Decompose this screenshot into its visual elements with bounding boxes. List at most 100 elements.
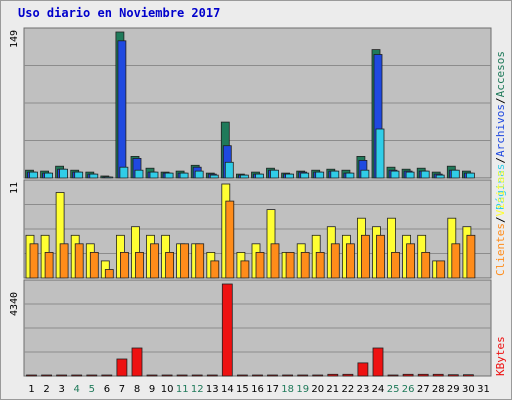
bar-kbytes-day-15 — [236, 374, 248, 377]
day-label-26: 26 — [402, 384, 415, 395]
bar-pginas-day-18 — [285, 173, 295, 179]
bar-kbytes-day-16 — [252, 374, 263, 377]
bar-kbytes-day-7 — [116, 358, 128, 377]
day-label-1: 1 — [28, 384, 34, 395]
day-label-8: 8 — [134, 384, 140, 395]
bar-clientes-day-17 — [270, 243, 280, 279]
day-label-19: 19 — [296, 384, 309, 395]
bar-pginas-day-11 — [179, 172, 189, 179]
bar-clientes-day-1 — [29, 243, 39, 279]
bar-pginas-day-20 — [315, 171, 325, 179]
bar-kbytes-day-13 — [206, 374, 218, 377]
bar-pginas-day-15 — [239, 174, 249, 179]
bar-pginas-day-9 — [149, 171, 159, 179]
day-label-7: 7 — [119, 384, 125, 395]
bar-kbytes-day-24 — [372, 347, 384, 377]
legend-panel2-item-visitas: Visitas — [494, 170, 507, 216]
day-label-30: 30 — [462, 384, 475, 395]
day-label-12: 12 — [191, 384, 204, 395]
bar-clientes-day-16 — [255, 251, 265, 279]
bar-clientes-day-30 — [466, 234, 476, 279]
bar-kbytes-day-28 — [432, 373, 444, 377]
day-label-20: 20 — [311, 384, 324, 395]
bar-clientes-day-5 — [89, 251, 99, 279]
day-label-21: 21 — [326, 384, 339, 395]
panel3-ymax-label: 4340 — [9, 292, 20, 316]
legend-panel1-item-accesos: Accesos — [494, 51, 507, 97]
panel-kbytes — [23, 279, 492, 377]
bar-pginas-day-13 — [209, 174, 219, 179]
bar-clientes-day-29 — [451, 243, 461, 279]
day-label-6: 6 — [104, 384, 110, 395]
legend-panel1-item-archivos: Archivos — [494, 104, 507, 157]
bar-kbytes-day-3 — [56, 374, 67, 377]
bar-kbytes-day-8 — [131, 347, 143, 377]
day-label-16: 16 — [251, 384, 264, 395]
bar-archivos-day-7 — [117, 40, 127, 179]
panel2-ymax-label: 11 — [9, 182, 20, 194]
day-label-5: 5 — [89, 384, 95, 395]
bar-kbytes-day-6 — [101, 374, 113, 377]
legend-panel3-item-kbytes: KBytes — [494, 336, 507, 376]
bar-kbytes-day-10 — [161, 374, 173, 377]
day-label-18: 18 — [281, 384, 294, 395]
bar-pginas-day-30 — [465, 172, 475, 179]
bar-pginas-day-21 — [330, 170, 340, 179]
bar-clientes-day-8 — [135, 251, 144, 279]
bar-kbytes-day-26 — [402, 373, 414, 377]
bar-kbytes-day-19 — [297, 374, 309, 377]
day-label-14: 14 — [221, 384, 234, 395]
bar-pginas-day-28 — [435, 174, 445, 179]
bar-pginas-day-14 — [224, 161, 234, 179]
bar-pginas-day-8 — [134, 169, 144, 179]
bar-clientes-day-20 — [315, 251, 325, 279]
bar-pginas-day-24 — [375, 128, 385, 179]
bar-pginas-day-3 — [59, 168, 68, 179]
bar-clientes-day-26 — [406, 243, 416, 279]
panel1-ymax-label: 149 — [9, 30, 20, 48]
day-label-28: 28 — [432, 384, 445, 395]
bar-pginas-day-1 — [29, 171, 38, 179]
day-label-29: 29 — [447, 384, 460, 395]
bar-clientes-day-19 — [300, 251, 310, 279]
legend-panel1-item-pginas: Páginas — [494, 164, 507, 210]
legend-panel3: KBytes — [494, 336, 507, 376]
bar-kbytes-day-21 — [327, 373, 339, 377]
bar-pginas-day-17 — [270, 169, 279, 179]
bar-clientes-day-24 — [376, 234, 385, 279]
bar-kbytes-day-30 — [462, 374, 474, 377]
bar-pginas-day-27 — [420, 170, 430, 179]
legend-panel1-separator: / — [494, 97, 507, 104]
bar-pginas-day-7 — [119, 166, 129, 179]
bar-kbytes-day-23 — [357, 362, 369, 377]
legends: Páginas/Archivos/AccesosClientes/Visitas… — [494, 51, 507, 376]
bar-clientes-day-4 — [74, 243, 84, 279]
bar-pginas-day-10 — [164, 172, 174, 179]
bar-kbytes-day-4 — [71, 374, 83, 377]
bar-clientes-day-15 — [240, 260, 250, 279]
bar-kbytes-day-2 — [41, 374, 52, 377]
day-label-4: 4 — [74, 384, 80, 395]
chart-title: Uso diario en Noviembre 2017 — [18, 6, 221, 20]
day-label-17: 17 — [266, 384, 279, 395]
bar-pginas-day-16 — [255, 173, 264, 179]
day-axis: 1 2 3 4 5 6 7 8 9 10 11 12 13 14 15 16 17 18 19 20 21 22 23 24 2… — [28, 384, 490, 395]
day-label-13: 13 — [206, 384, 219, 395]
bar-pginas-day-19 — [300, 172, 310, 179]
bar-kbytes-day-25 — [387, 374, 399, 377]
bar-clientes-day-2 — [44, 251, 54, 279]
bar-kbytes-day-20 — [312, 374, 324, 377]
bar-clientes-day-7 — [120, 251, 129, 279]
bar-clientes-day-25 — [391, 251, 400, 279]
day-label-24: 24 — [372, 384, 385, 395]
bar-kbytes-day-1 — [26, 374, 37, 377]
bar-kbytes-day-22 — [342, 373, 354, 377]
bar-kbytes-day-14 — [221, 283, 233, 377]
bar-pginas-day-25 — [390, 170, 400, 179]
bar-clientes-day-22 — [345, 243, 355, 279]
day-label-15: 15 — [236, 384, 249, 395]
bar-clientes-day-23 — [360, 234, 370, 279]
bar-pginas-day-12 — [194, 170, 204, 179]
bar-pginas-day-4 — [74, 171, 84, 179]
